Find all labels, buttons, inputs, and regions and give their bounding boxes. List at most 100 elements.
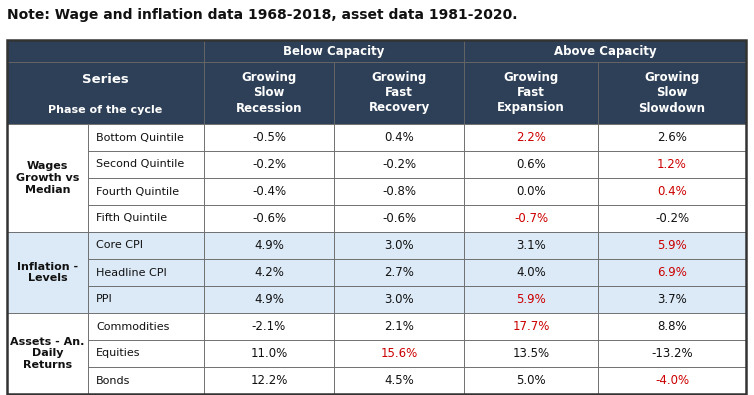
Text: -0.6%: -0.6% (252, 212, 286, 225)
Bar (598, 259, 746, 286)
Text: 0.4%: 0.4% (384, 131, 414, 144)
Bar (598, 124, 746, 151)
Text: Bottom Quintile: Bottom Quintile (96, 132, 184, 143)
Text: Growing
Slow
Recession: Growing Slow Recession (236, 71, 302, 115)
Text: 11.0%: 11.0% (250, 347, 287, 360)
Bar (334, 205, 464, 232)
Text: 3.1%: 3.1% (516, 239, 546, 252)
Text: 5.9%: 5.9% (657, 239, 687, 252)
Text: -0.4%: -0.4% (252, 185, 286, 198)
Text: Assets - An.
Daily
Returns: Assets - An. Daily Returns (11, 337, 84, 370)
Bar (464, 313, 598, 340)
Text: 3.7%: 3.7% (657, 293, 687, 306)
Text: -0.8%: -0.8% (382, 185, 416, 198)
Text: 2.7%: 2.7% (384, 266, 414, 279)
Text: 13.5%: 13.5% (513, 347, 550, 360)
Bar (204, 259, 334, 286)
Text: Core CPI: Core CPI (96, 241, 143, 250)
Bar (88, 178, 204, 205)
Bar (204, 205, 334, 232)
Bar (7, 232, 88, 313)
Bar (334, 151, 464, 178)
Bar (598, 232, 746, 259)
Bar (88, 286, 204, 313)
Text: 15.6%: 15.6% (380, 347, 418, 360)
Text: PPI: PPI (96, 295, 113, 305)
Bar (464, 232, 598, 259)
Text: Fourth Quintile: Fourth Quintile (96, 186, 179, 196)
Bar (334, 286, 464, 313)
Text: -0.2%: -0.2% (252, 158, 286, 171)
Bar (204, 340, 334, 367)
Bar (7, 124, 88, 232)
Text: Equities: Equities (96, 348, 140, 359)
Text: Commodities: Commodities (96, 322, 170, 331)
Text: 1.2%: 1.2% (657, 158, 687, 171)
Bar (464, 259, 598, 286)
Bar (7, 313, 88, 394)
Text: Growing
Fast
Expansion: Growing Fast Expansion (497, 71, 565, 115)
Text: Second Quintile: Second Quintile (96, 160, 184, 169)
Bar (598, 151, 746, 178)
Bar (334, 367, 464, 394)
Text: 5.0%: 5.0% (516, 374, 546, 387)
Bar (334, 232, 464, 259)
Bar (464, 40, 746, 62)
Text: Below Capacity: Below Capacity (284, 45, 385, 58)
Text: -13.2%: -13.2% (651, 347, 693, 360)
Text: Series: Series (82, 73, 129, 86)
Text: Fifth Quintile: Fifth Quintile (96, 214, 167, 224)
Bar (334, 313, 464, 340)
Text: 3.0%: 3.0% (385, 293, 414, 306)
Text: -0.2%: -0.2% (655, 212, 689, 225)
Bar (464, 124, 598, 151)
Bar (7, 40, 746, 394)
Text: Wages
Growth vs
Median: Wages Growth vs Median (16, 162, 79, 195)
Text: -0.5%: -0.5% (252, 131, 286, 144)
Bar (598, 367, 746, 394)
Text: 4.9%: 4.9% (254, 239, 284, 252)
Bar (598, 178, 746, 205)
Text: 4.5%: 4.5% (384, 374, 414, 387)
Bar (598, 340, 746, 367)
Text: Growing
Slow
Slowdown: Growing Slow Slowdown (639, 71, 706, 115)
Text: Inflation -
Levels: Inflation - Levels (17, 262, 78, 283)
Bar (88, 259, 204, 286)
Text: Bonds: Bonds (96, 376, 130, 386)
Bar (464, 178, 598, 205)
Text: 17.7%: 17.7% (512, 320, 550, 333)
Bar (204, 124, 334, 151)
Text: 0.6%: 0.6% (516, 158, 546, 171)
Bar (334, 259, 464, 286)
Bar (204, 367, 334, 394)
Text: 3.0%: 3.0% (385, 239, 414, 252)
Text: 2.2%: 2.2% (516, 131, 546, 144)
Text: -2.1%: -2.1% (252, 320, 286, 333)
Text: 4.0%: 4.0% (516, 266, 546, 279)
Text: Headline CPI: Headline CPI (96, 267, 167, 278)
Text: Growing
Fast
Recovery: Growing Fast Recovery (369, 71, 430, 115)
Bar (88, 340, 204, 367)
Bar (334, 178, 464, 205)
Text: -4.0%: -4.0% (655, 374, 689, 387)
Text: Note: Wage and inflation data 1968-2018, asset data 1981-2020.: Note: Wage and inflation data 1968-2018,… (7, 8, 517, 22)
Bar (464, 340, 598, 367)
Text: 4.2%: 4.2% (254, 266, 284, 279)
Bar (204, 40, 464, 62)
Bar (88, 367, 204, 394)
Bar (88, 124, 204, 151)
Text: 0.0%: 0.0% (516, 185, 546, 198)
Bar (334, 124, 464, 151)
Bar (598, 286, 746, 313)
Text: -0.7%: -0.7% (514, 212, 548, 225)
Bar (464, 367, 598, 394)
Text: Phase of the cycle: Phase of the cycle (48, 105, 163, 115)
Bar (464, 286, 598, 313)
Text: -0.2%: -0.2% (382, 158, 416, 171)
Text: Above Capacity: Above Capacity (553, 45, 656, 58)
Bar (88, 151, 204, 178)
Text: 0.4%: 0.4% (657, 185, 687, 198)
Bar (204, 286, 334, 313)
Bar (88, 205, 204, 232)
Bar (334, 340, 464, 367)
